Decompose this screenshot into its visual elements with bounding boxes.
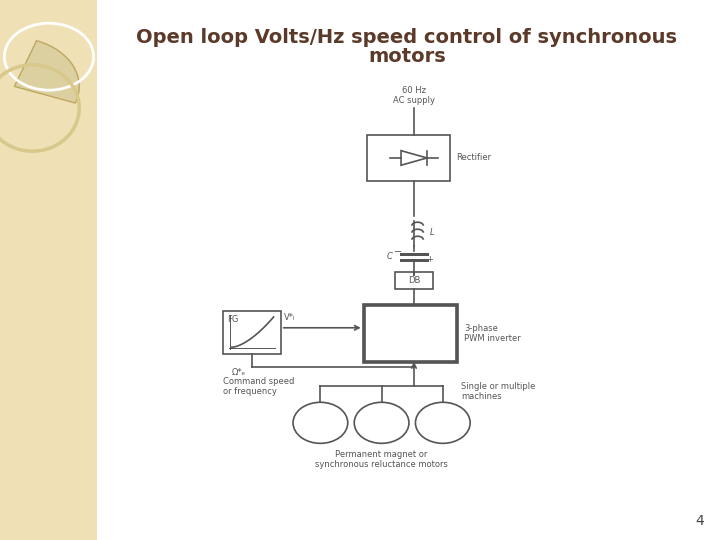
Text: Single or multiple
machines: Single or multiple machines bbox=[461, 382, 535, 401]
Text: C: C bbox=[387, 252, 392, 261]
Text: Rectifier: Rectifier bbox=[456, 153, 491, 163]
Text: +: + bbox=[426, 255, 433, 264]
Bar bbox=[395, 272, 433, 289]
Wedge shape bbox=[14, 40, 79, 103]
Bar bbox=[364, 305, 457, 362]
Text: V*ₗ: V*ₗ bbox=[284, 313, 296, 322]
Text: FG: FG bbox=[228, 315, 239, 324]
Text: DB: DB bbox=[408, 276, 420, 285]
Text: 4: 4 bbox=[696, 514, 704, 528]
Text: −: − bbox=[394, 247, 402, 257]
Bar bbox=[0, 0, 97, 540]
Text: Command speed
or frequency: Command speed or frequency bbox=[223, 377, 294, 396]
Text: 3-phase
PWM inverter: 3-phase PWM inverter bbox=[464, 324, 521, 343]
Text: 60 Hz
AC supply: 60 Hz AC supply bbox=[393, 86, 435, 105]
Text: Permanent magnet or
synchronous reluctance motors: Permanent magnet or synchronous reluctan… bbox=[315, 450, 448, 469]
Text: Open loop Volts/Hz speed control of synchronous: Open loop Volts/Hz speed control of sync… bbox=[136, 28, 678, 48]
Bar bbox=[223, 310, 281, 354]
Text: Ω*ₑ: Ω*ₑ bbox=[232, 368, 246, 377]
Text: L: L bbox=[430, 228, 434, 237]
Bar bbox=[367, 135, 450, 181]
Text: motors: motors bbox=[368, 47, 446, 66]
